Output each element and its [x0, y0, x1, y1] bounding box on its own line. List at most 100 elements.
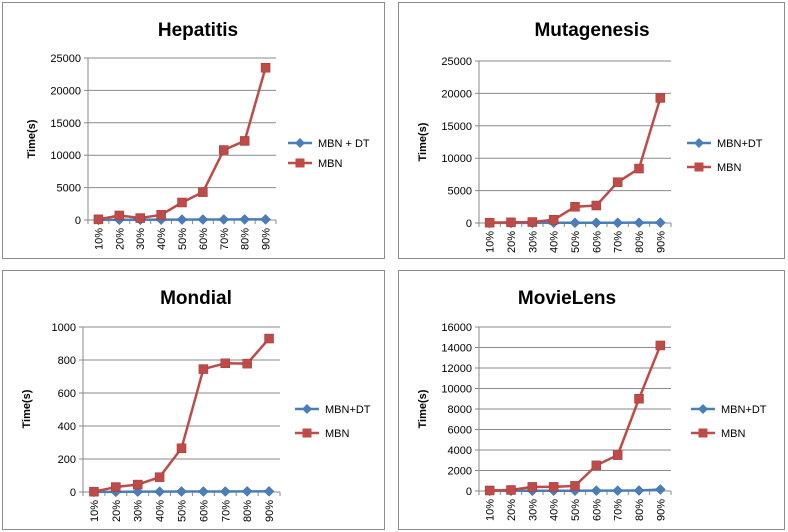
x-tick-label: 20%	[506, 231, 518, 253]
legend-label: MBN+DT	[721, 404, 767, 416]
data-point-square	[114, 210, 125, 221]
data-point-square	[177, 197, 187, 208]
y-tick-label: 10000	[441, 153, 472, 165]
legend-label: MBN	[325, 428, 350, 440]
data-point-square	[548, 482, 559, 492]
x-tick-label: 70%	[219, 228, 231, 250]
y-tick-label: 15000	[441, 121, 472, 133]
x-tick-label: 10%	[89, 500, 101, 522]
data-point-square	[154, 472, 165, 482]
data-point-square	[612, 450, 623, 460]
data-point-square	[260, 62, 271, 73]
data-point-diamond	[654, 217, 666, 228]
legend-marker-square	[302, 428, 312, 438]
data-point-square	[591, 200, 602, 211]
y-axis-label: Time(s)	[21, 389, 33, 428]
y-tick-label: 2000	[448, 466, 472, 478]
legend-label: MBN	[721, 428, 746, 440]
data-point-square	[612, 177, 623, 187]
legend-label: MBN	[318, 158, 343, 170]
y-tick-label: 5000	[57, 183, 81, 195]
data-point-square	[264, 333, 274, 344]
x-tick-label: 40%	[549, 231, 561, 253]
legend-marker-diamond	[295, 138, 305, 148]
chart-title: Hepatitis	[158, 20, 238, 41]
chart-panel-movielens: MovieLens 0 2000 4000 6000 8000 10000 12000 1400…	[398, 270, 785, 530]
x-tick-label: 30%	[135, 228, 147, 250]
data-point-square	[634, 394, 644, 404]
data-point-square	[570, 481, 580, 491]
legend-label: MBN+DT	[717, 138, 763, 150]
x-tick-label: 50%	[177, 228, 189, 250]
x-tick-label: 10%	[485, 231, 497, 253]
data-point-square	[484, 217, 495, 228]
data-point-square	[548, 215, 559, 225]
series-line-1	[489, 344, 662, 492]
data-point-diamond	[260, 213, 271, 225]
x-tick-label: 30%	[527, 231, 539, 253]
chart-title: Mutagenesis	[534, 20, 649, 41]
data-point-square	[156, 210, 166, 220]
data-point-square	[239, 136, 250, 146]
data-point-square	[93, 214, 104, 225]
data-point-square	[132, 479, 143, 490]
x-tick-label: 80%	[634, 231, 646, 253]
legend-label: MBN	[717, 162, 742, 174]
x-tick-label: 90%	[264, 500, 276, 522]
data-point-diamond	[218, 214, 230, 225]
chart-movielens: MovieLens 0 2000 4000 6000 8000 10000 12000 1400…	[417, 288, 767, 521]
legend-marker-diamond	[698, 404, 708, 414]
y-tick-label: 400	[58, 421, 76, 433]
x-tick-label: 50%	[570, 499, 582, 521]
data-point-diamond	[197, 214, 209, 225]
data-point-diamond	[612, 217, 624, 229]
x-tick-label: 50%	[570, 231, 582, 253]
legend-label: MBN+DT	[325, 404, 371, 416]
y-tick-label: 14000	[441, 343, 472, 355]
x-tick-label: 90%	[655, 231, 667, 253]
x-tick-label: 30%	[527, 499, 539, 521]
x-tick-label: 30%	[133, 500, 145, 522]
chart-panel-hepatitis: Hepatitis 0 5000 10000 15000 20000 25000 10% 20%…	[2, 2, 385, 259]
data-point-diamond	[241, 485, 253, 497]
data-point-diamond	[633, 217, 645, 229]
y-tick-label: 4000	[448, 445, 472, 457]
chart-hepatitis: Hepatitis 0 5000 10000 15000 20000 25000 10% 20%…	[26, 20, 370, 250]
legend-marker-diamond	[694, 138, 704, 148]
data-point-square	[506, 485, 516, 495]
legend-marker-square	[295, 158, 305, 168]
data-point-diamond	[198, 486, 209, 497]
y-tick-label: 800	[58, 355, 76, 367]
y-tick-label: 5000	[448, 186, 472, 198]
x-tick-label: 70%	[613, 231, 625, 253]
data-point-square	[484, 485, 495, 496]
chart-mutagenesis: Mutagenesis 0 5000 10000 15000 20000 25000 10% 2…	[417, 20, 763, 253]
data-point-square	[655, 340, 666, 351]
y-tick-label: 0	[75, 215, 81, 227]
y-tick-label: 8000	[448, 404, 472, 416]
data-point-square	[242, 358, 252, 369]
data-point-square	[176, 443, 187, 454]
chart-title: Mondial	[160, 288, 232, 309]
data-point-diamond	[154, 486, 165, 498]
data-point-diamond	[239, 214, 251, 225]
x-tick-label: 60%	[591, 231, 603, 253]
y-tick-label: 0	[466, 486, 472, 498]
data-point-diamond	[176, 214, 188, 225]
x-tick-label: 60%	[198, 500, 210, 522]
x-tick-label: 40%	[549, 499, 561, 521]
chart-panel-mutagenesis: Mutagenesis 0 5000 10000 15000 20000 25000 10% 2…	[398, 2, 785, 259]
chart-mondial: Mondial 0 200 400 600 800 1000 10% 20% 30% 40% 50% 6…	[21, 288, 371, 522]
data-point-square	[634, 163, 644, 174]
data-point-diamond	[612, 485, 624, 496]
x-tick-label: 20%	[111, 500, 123, 522]
data-point-diamond	[590, 217, 602, 229]
x-tick-label: 60%	[591, 499, 603, 521]
data-point-square	[220, 358, 231, 369]
data-point-square	[198, 364, 209, 374]
y-tick-label: 1000	[52, 322, 76, 334]
x-tick-label: 80%	[634, 499, 646, 521]
data-point-diamond	[569, 217, 581, 229]
legend-marker-square	[694, 162, 704, 172]
y-tick-label: 20000	[441, 88, 472, 100]
